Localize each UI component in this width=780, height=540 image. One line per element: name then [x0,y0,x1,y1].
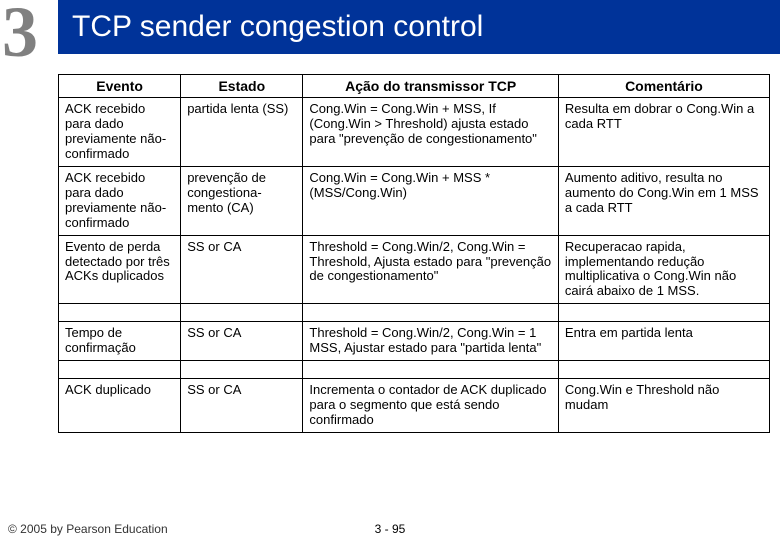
col-header-estado: Estado [181,75,303,98]
cell-empty [59,304,181,322]
cell-acao: Cong.Win = Cong.Win + MSS, If (Cong.Win … [303,98,559,167]
table-row: Evento de perda detectado por três ACKs … [59,235,770,304]
cell-acao: Cong.Win = Cong.Win + MSS * (MSS/Cong.Wi… [303,166,559,235]
copyright-text: © 2005 by Pearson Education [8,522,168,536]
cell-evento: Tempo de confirmação [59,322,181,361]
table-row-spacer [59,304,770,322]
cell-evento: ACK recebido para dado previamente não-c… [59,98,181,167]
cell-evento: ACK recebido para dado previamente não-c… [59,166,181,235]
table-row: ACK recebido para dado previamente não-c… [59,98,770,167]
col-header-acao: Ação do transmissor TCP [303,75,559,98]
congestion-control-table: Evento Estado Ação do transmissor TCP Co… [58,74,770,433]
cell-empty [181,304,303,322]
table-row: ACK duplicado SS or CA Incrementa o cont… [59,379,770,433]
table-header-row: Evento Estado Ação do transmissor TCP Co… [59,75,770,98]
cell-estado: SS or CA [181,322,303,361]
content-area: Evento Estado Ação do transmissor TCP Co… [0,70,780,433]
cell-empty [59,361,181,379]
cell-estado: SS or CA [181,379,303,433]
cell-estado: SS or CA [181,235,303,304]
table-row: ACK recebido para dado previamente não-c… [59,166,770,235]
cell-evento: Evento de perda detectado por três ACKs … [59,235,181,304]
col-header-evento: Evento [59,75,181,98]
chapter-number: 3 [0,0,58,70]
cell-acao: Threshold = Cong.Win/2, Cong.Win = Thres… [303,235,559,304]
cell-empty [558,361,769,379]
table-row-spacer [59,361,770,379]
cell-evento: ACK duplicado [59,379,181,433]
slide-title: TCP sender congestion control [58,0,780,54]
col-header-coment: Comentário [558,75,769,98]
cell-empty [303,361,559,379]
slide-header: 3 TCP sender congestion control [0,0,780,70]
table-row: Tempo de confirmação SS or CA Threshold … [59,322,770,361]
cell-coment: Recuperacao rapida, implementando reduçã… [558,235,769,304]
cell-estado: prevenção de congestiona-mento (CA) [181,166,303,235]
slide-number: 3 - 95 [375,522,406,536]
cell-empty [181,361,303,379]
cell-coment: Aumento aditivo, resulta no aumento do C… [558,166,769,235]
cell-empty [558,304,769,322]
cell-acao: Incrementa o contador de ACK duplicado p… [303,379,559,433]
cell-coment: Entra em partida lenta [558,322,769,361]
cell-estado: partida lenta (SS) [181,98,303,167]
cell-coment: Cong.Win e Threshold não mudam [558,379,769,433]
cell-empty [303,304,559,322]
cell-acao: Threshold = Cong.Win/2, Cong.Win = 1 MSS… [303,322,559,361]
cell-coment: Resulta em dobrar o Cong.Win a cada RTT [558,98,769,167]
